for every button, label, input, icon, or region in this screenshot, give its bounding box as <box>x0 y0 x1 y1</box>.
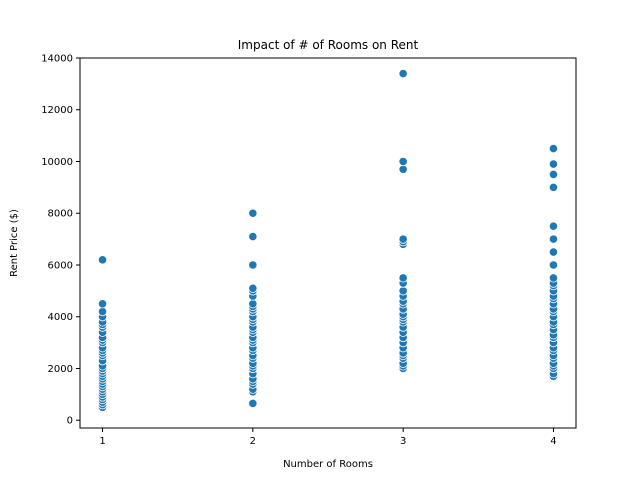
data-point <box>248 231 258 242</box>
chart-title: Impact of # of Rooms on Rent <box>238 38 419 52</box>
y-tick-label: 8000 <box>48 209 73 220</box>
data-point <box>548 247 559 257</box>
data-point <box>398 156 408 167</box>
data-point <box>548 169 559 180</box>
data-point <box>548 273 559 283</box>
y-axis: 0 2000 4000 6000 8000 10000 12000 14000 <box>41 54 80 427</box>
x-axis-label: Number of Rooms <box>283 459 373 470</box>
data-point <box>398 164 408 174</box>
data-point <box>398 286 408 296</box>
x-tick-label: 1 <box>99 436 105 447</box>
y-tick-label: 10000 <box>41 157 73 168</box>
data-point <box>97 299 108 309</box>
data-point <box>398 234 408 244</box>
y-tick-label: 4000 <box>48 312 73 323</box>
x-tick-label: 4 <box>550 436 556 447</box>
data-point <box>248 208 258 218</box>
data-point <box>398 273 408 283</box>
data-point <box>248 283 258 293</box>
data-point <box>548 182 559 192</box>
data-point <box>248 260 258 270</box>
data-point <box>398 68 408 79</box>
data-point <box>548 221 559 231</box>
y-tick-label: 0 <box>67 416 73 427</box>
data-point <box>248 398 258 409</box>
data-point <box>97 306 108 317</box>
y-tick-label: 2000 <box>48 364 73 375</box>
x-tick-label: 2 <box>250 436 256 447</box>
y-tick-label: 6000 <box>48 260 73 271</box>
x-tick-label: 3 <box>400 436 406 447</box>
data-point <box>548 159 559 169</box>
y-axis-label: Rent Price ($) <box>9 209 20 277</box>
data-point <box>548 260 559 270</box>
data-point <box>548 143 559 154</box>
plot-area: 1 2 3 4 0 2000 4000 6000 8000 10000 12000 14000 <box>41 54 577 447</box>
y-tick-label: 12000 <box>41 105 73 116</box>
axes-frame <box>79 57 577 429</box>
data-point <box>548 234 559 244</box>
data-point <box>97 255 108 265</box>
x-axis: 1 2 3 4 <box>99 428 557 447</box>
y-tick-label: 14000 <box>41 54 73 65</box>
data-point <box>248 299 258 309</box>
data-points <box>97 68 559 412</box>
